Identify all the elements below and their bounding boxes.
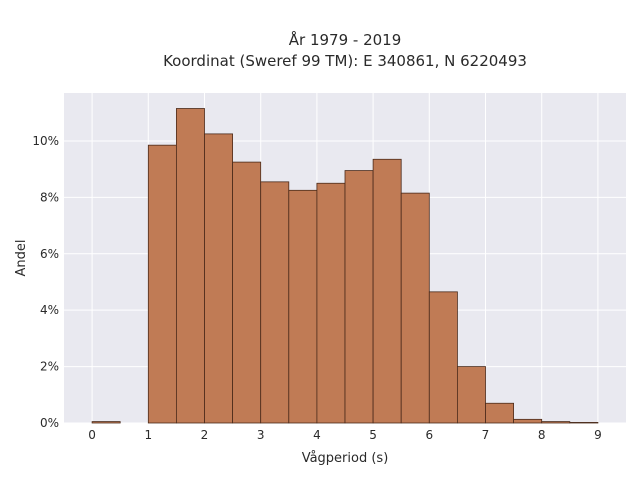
y-tick-label: 8%: [40, 190, 59, 204]
histogram-bar: [288, 189, 318, 424]
x-tick-label: 8: [538, 428, 546, 442]
histogram-bar: [260, 181, 290, 424]
x-axis-label: Vågperiod (s): [302, 451, 389, 466]
histogram-bar: [485, 402, 515, 424]
x-tick-label: 7: [482, 428, 490, 442]
x-tick-label: 1: [144, 428, 152, 442]
histogram-bar: [204, 133, 234, 424]
y-axis-ticks: 0% 2% 4% 6% 8% 10%: [32, 134, 59, 430]
y-tick-label: 6%: [40, 247, 59, 261]
x-axis-ticks: 0 1 2 3 4 5 6 7 8 9: [88, 428, 601, 442]
y-axis-label: Andel: [14, 240, 29, 277]
histogram-bar: [344, 170, 374, 424]
x-tick-label: 0: [88, 428, 96, 442]
histogram-bar: [513, 418, 543, 424]
histogram-bar: [232, 161, 262, 424]
histogram-bar: [428, 291, 458, 424]
histogram-bar: [147, 144, 177, 424]
x-tick-label: 4: [313, 428, 321, 442]
x-tick-label: 9: [594, 428, 602, 442]
y-tick-label: 0%: [40, 416, 59, 430]
y-tick-label: 2%: [40, 360, 59, 374]
histogram-bar: [316, 182, 346, 424]
y-tick-label: 4%: [40, 303, 59, 317]
y-tick-label: 10%: [32, 134, 59, 148]
histogram-bars: [91, 108, 599, 424]
x-tick-label: 2: [201, 428, 209, 442]
histogram-bar: [569, 422, 599, 424]
x-tick-label: 3: [257, 428, 265, 442]
x-tick-label: 6: [425, 428, 433, 442]
histogram-bar: [456, 366, 486, 424]
histogram-bar: [175, 108, 205, 424]
histogram-bar: [400, 192, 430, 424]
histogram-bar: [541, 421, 571, 424]
histogram-bar: [372, 158, 402, 424]
chart-title-line-1: År 1979 - 2019: [289, 30, 402, 49]
x-tick-label: 5: [369, 428, 377, 442]
histogram-bar: [91, 421, 121, 424]
chart-title-line-2: Koordinat (Sweref 99 TM): E 340861, N 62…: [163, 52, 527, 70]
